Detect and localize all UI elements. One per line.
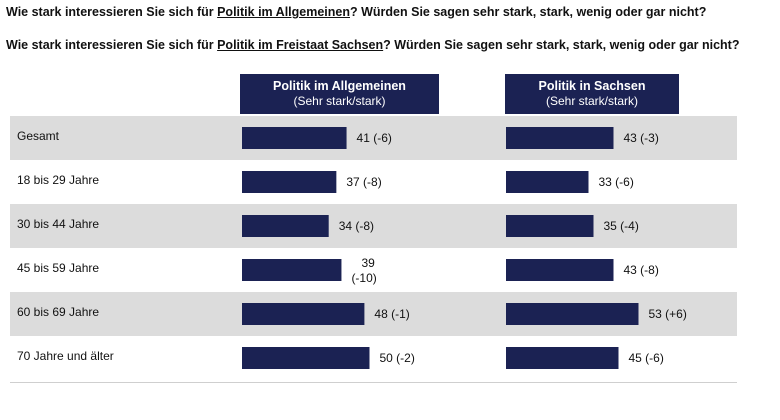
category-label: 70 Jahre und älter xyxy=(17,349,114,363)
value-label-general-5: 50 (-2) xyxy=(380,351,415,365)
value-label-general-2: 34 (-8) xyxy=(339,219,374,233)
chart-row: Gesamt xyxy=(10,116,737,160)
bar-saxony-2 xyxy=(506,215,594,237)
bar-general-3 xyxy=(242,259,342,281)
question-saxony-before: Wie stark interessieren Sie sich für xyxy=(6,38,218,52)
bar-general-0 xyxy=(242,127,347,149)
bar-saxony-5 xyxy=(506,347,619,369)
column-subtitle-general: (Sehr stark/stark) xyxy=(293,94,386,108)
bar-general-2 xyxy=(242,215,329,237)
question-general: Wie stark interessieren Sie sich für Pol… xyxy=(6,5,746,20)
bar-general-4 xyxy=(242,303,365,325)
column-title-general: Politik im Allgemeinen xyxy=(273,79,406,93)
value-label-saxony-3: 43 (-8) xyxy=(624,263,659,277)
bar-general-1 xyxy=(242,171,337,193)
category-label: Gesamt xyxy=(17,129,60,143)
bottom-divider xyxy=(10,382,737,383)
value-label-saxony-0: 43 (-3) xyxy=(624,131,659,145)
question-general-before: Wie stark interessieren Sie sich für xyxy=(6,5,218,19)
column-header-general: Politik im Allgemeinen (Sehr stark/stark… xyxy=(240,74,439,114)
question-saxony-topic: Politik im Freistaat Sachsen xyxy=(217,38,384,52)
value-label-general-1: 37 (-8) xyxy=(346,175,381,189)
category-label: 18 bis 29 Jahre xyxy=(17,173,100,187)
chart-area: Gesamt 18 bis 29 Jahre 30 bis 44 Jahre 4… xyxy=(10,116,737,382)
category-label: 60 bis 69 Jahre xyxy=(17,305,100,319)
chart-row: 45 bis 59 Jahre xyxy=(10,248,737,292)
bar-chart: 41 (-6) 37 (-8) 34 (-8) 39 (-10) 48 (-1) 50 (-… xyxy=(242,127,687,369)
value-label-saxony-5: 45 (-6) xyxy=(629,351,664,365)
bar-general-5 xyxy=(242,347,370,369)
bar-saxony-0 xyxy=(506,127,614,149)
value-label-saxony-2: 35 (-4) xyxy=(604,219,639,233)
category-label: 45 bis 59 Jahre xyxy=(17,261,100,275)
value-label-general-4: 48 (-1) xyxy=(374,307,409,321)
chart-row: 18 bis 29 Jahre xyxy=(10,160,737,204)
value-label-saxony-1: 33 (-6) xyxy=(599,175,634,189)
chart-row: 30 bis 44 Jahre xyxy=(10,204,737,248)
column-subtitle-saxony: (Sehr stark/stark) xyxy=(545,94,638,108)
value-label-saxony-4: 53 (+6) xyxy=(649,307,687,321)
column-header-saxony: Politik in Sachsen (Sehr stark/stark) xyxy=(505,74,679,114)
chart-row: 70 Jahre und älter xyxy=(10,336,737,380)
question-saxony: Wie stark interessieren Sie sich für Pol… xyxy=(6,38,746,53)
question-general-after: ? Würden Sie sagen sehr stark, stark, we… xyxy=(350,5,707,19)
value-label-general-0: 41 (-6) xyxy=(357,131,392,145)
bar-saxony-3 xyxy=(506,259,614,281)
category-label: 30 bis 44 Jahre xyxy=(17,217,100,231)
question-saxony-after: ? Würden Sie sagen sehr stark, stark, we… xyxy=(383,38,740,52)
column-title-saxony: Politik in Sachsen xyxy=(538,79,646,93)
bar-saxony-1 xyxy=(506,171,589,193)
bar-saxony-4 xyxy=(506,303,639,325)
value-label-general-3: 39 (-10) xyxy=(351,256,376,285)
question-general-topic: Politik im Allgemeinen xyxy=(217,5,350,19)
